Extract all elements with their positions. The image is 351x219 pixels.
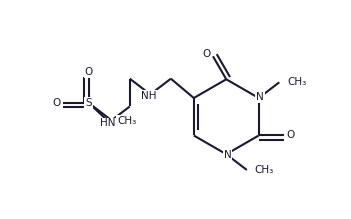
Text: O: O (203, 49, 211, 59)
Text: O: O (52, 98, 61, 108)
Text: O: O (85, 67, 93, 77)
Text: N: N (256, 92, 264, 102)
Text: NH: NH (141, 91, 156, 101)
Text: HN: HN (100, 118, 115, 128)
Text: O: O (286, 131, 294, 141)
Text: CH₃: CH₃ (255, 165, 274, 175)
Text: N: N (224, 150, 231, 160)
Text: S: S (85, 98, 92, 108)
Text: CH₃: CH₃ (117, 115, 137, 125)
Text: CH₃: CH₃ (287, 77, 306, 87)
